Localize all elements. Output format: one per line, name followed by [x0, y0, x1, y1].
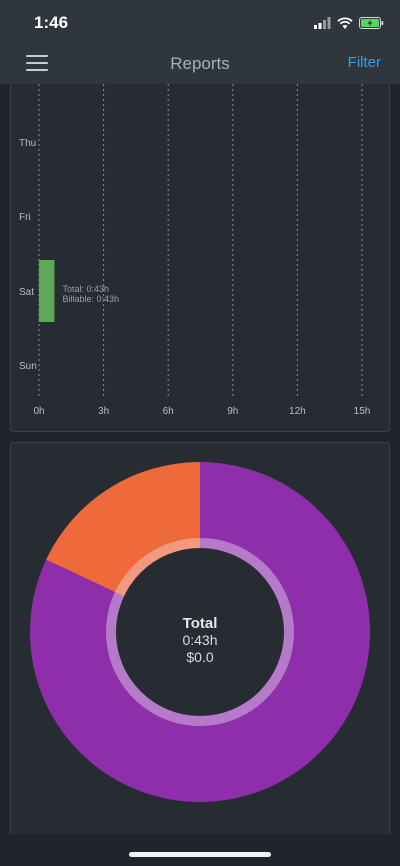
x-tick-label: 15h	[354, 406, 371, 417]
x-tick-label: 0h	[33, 406, 44, 417]
category-label: Sat	[19, 287, 34, 298]
bar-annotation: Total: 0:43h	[62, 284, 109, 294]
nav-bar: Reports Filter	[0, 44, 400, 84]
donut-center-amount: $0.0	[186, 649, 213, 665]
bar[interactable]	[39, 260, 55, 322]
wifi-icon	[337, 17, 353, 29]
cellular-signal-icon	[314, 17, 331, 29]
category-label: Sun	[19, 361, 37, 372]
donut-center-title: Total	[183, 615, 218, 632]
x-tick-label: 6h	[163, 406, 174, 417]
home-indicator	[129, 852, 271, 857]
donut-center-duration: 0:43h	[182, 632, 217, 648]
hours-donut-chart: Total 0:43h $0.0	[29, 462, 370, 802]
category-label: Fri	[19, 212, 31, 223]
category-label: Thu	[19, 138, 36, 149]
page-title: Reports	[170, 54, 230, 73]
x-tick-label: 3h	[98, 406, 109, 417]
bar-annotation: Billable: 0:43h	[62, 294, 119, 304]
menu-button[interactable]	[26, 54, 50, 74]
x-tick-label: 12h	[289, 406, 306, 417]
filter-button[interactable]: Filter	[347, 54, 381, 71]
status-bar: 1:46	[0, 0, 400, 44]
battery-charging-icon	[359, 17, 384, 29]
status-time: 1:46	[34, 13, 69, 32]
hamburger-icon	[26, 55, 48, 57]
donut-hole	[116, 548, 284, 716]
status-icons	[314, 15, 384, 31]
hours-bar-chart: Thu Fri Sat Sun 0h 3h 6h 9h 12h 15h Total: 0:43h…	[19, 84, 371, 417]
hours-donut-chart-panel: Total 0:43h $0.0	[10, 442, 390, 834]
x-tick-label: 9h	[227, 406, 238, 417]
hours-bar-chart-panel: Thu Fri Sat Sun 0h 3h 6h 9h 12h 15h Total: 0:43h…	[10, 84, 390, 432]
